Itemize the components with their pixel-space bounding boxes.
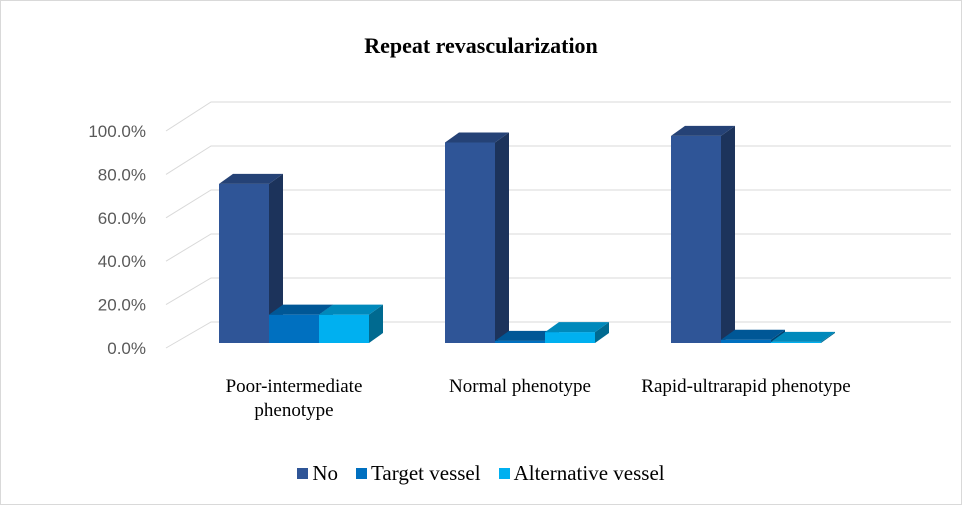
grid-line [165, 101, 951, 132]
legend-label: Target vessel [371, 461, 481, 485]
bar [319, 314, 369, 343]
bar-top [269, 304, 333, 315]
legend-swatch [498, 468, 510, 479]
legend: No Target vessel Alternative vessel [1, 461, 961, 486]
bar-side [369, 304, 383, 343]
bar-top [319, 304, 383, 315]
bar [445, 142, 495, 343]
legend-swatch [356, 468, 368, 479]
legend-item: Alternative vessel [498, 461, 665, 486]
grid-line [165, 189, 951, 219]
bar-side [495, 132, 509, 343]
bar-side [721, 125, 735, 344]
bar [671, 135, 721, 343]
bar-top [671, 125, 735, 136]
bar [495, 340, 545, 343]
chart-title: Repeat revascularization [364, 33, 598, 58]
y-tick-label: 40.0% [98, 252, 146, 271]
bar-top [495, 330, 559, 341]
y-tick-label: 0.0% [107, 339, 146, 358]
bar-side [821, 331, 835, 343]
y-tick-label: 60.0% [98, 209, 146, 228]
bar-top [771, 331, 835, 342]
y-tick-label: 80.0% [98, 165, 146, 184]
y-tick-label: 20.0% [98, 296, 146, 315]
bar-top [545, 322, 609, 333]
bar-side [269, 173, 283, 343]
grid-line [165, 145, 951, 175]
grid-line [165, 277, 951, 306]
bar [771, 341, 821, 343]
bar-top [219, 173, 283, 184]
legend-item: No [297, 461, 338, 486]
legend-label: Alternative vessel [513, 461, 665, 485]
bar-top [721, 329, 785, 340]
x-tick-label: Normal phenotype [449, 376, 591, 397]
bar-top [445, 132, 509, 143]
x-tick-label: Poor-intermediate phenotype [225, 376, 363, 421]
y-tick-label: 100.0% [88, 122, 146, 141]
bar [721, 339, 771, 343]
bar [219, 183, 269, 343]
bar [269, 314, 319, 343]
legend-swatch [297, 468, 309, 479]
bar-side [595, 322, 609, 343]
legend-item: Target vessel [356, 461, 481, 486]
legend-label: No [312, 461, 339, 485]
x-tick-label: Rapid-ultrarapid phenotype [641, 376, 851, 397]
bar [545, 332, 595, 343]
grid-line [165, 233, 951, 262]
